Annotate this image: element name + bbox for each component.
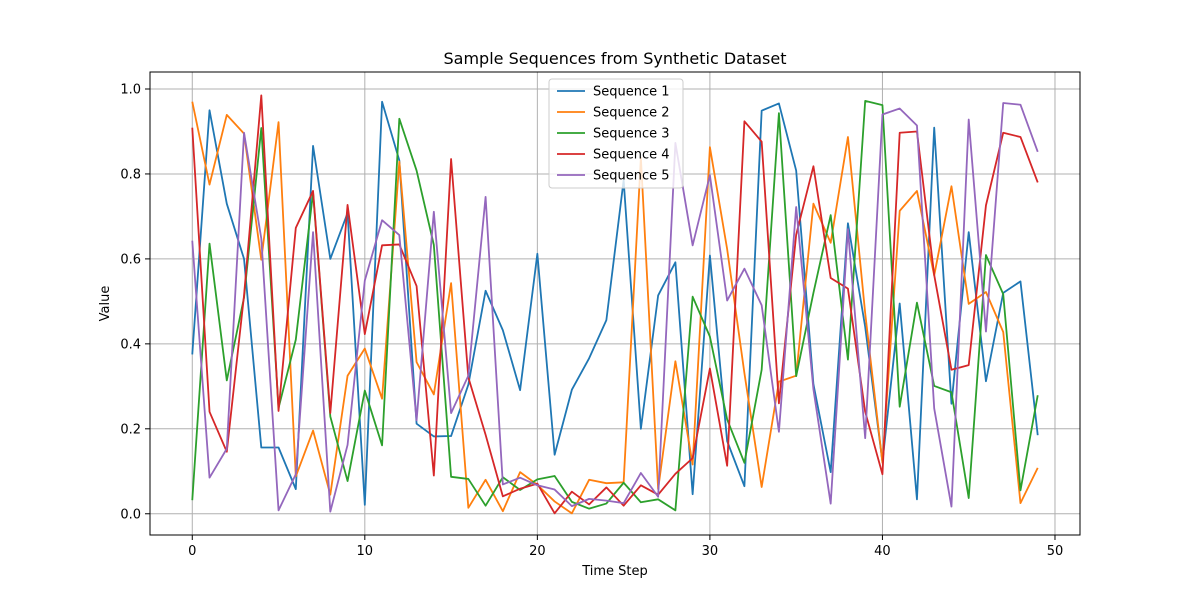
axis-ticks: 0 10 20 30 40 50 0.0 0.2 0.4 0.6 0.8 1.0: [120, 82, 1063, 559]
legend-label-1: Sequence 1: [593, 85, 670, 100]
legend-box: [548, 78, 684, 189]
y-tick-label: 0.8: [120, 167, 141, 182]
legend-label-2: Sequence 2: [593, 106, 670, 121]
y-tick-label: 0.0: [120, 507, 141, 522]
legend: Sequence 1 Sequence 2 Sequence 3 Sequence 4…: [548, 78, 684, 189]
y-tick-label: 0.6: [120, 252, 141, 267]
legend-label-3: Sequence 3: [593, 127, 670, 142]
plot-frame: [149, 71, 1081, 536]
x-tick-label: 30: [702, 544, 719, 559]
series-line-1: [191, 100, 1039, 506]
series-line-3: [191, 99, 1039, 512]
series-line-4: [191, 94, 1039, 515]
x-tick-label: 20: [529, 544, 546, 559]
y-tick-label: 1.0: [120, 82, 141, 97]
legend-label-5: Sequence 5: [593, 169, 670, 184]
series-line-2: [191, 101, 1039, 515]
y-axis-label: Value: [98, 286, 113, 322]
x-tick-label: 10: [357, 544, 374, 559]
series-line-5: [191, 102, 1039, 513]
y-tick-label: 0.2: [120, 422, 141, 437]
x-tick-label: 0: [188, 544, 196, 559]
chart-title: Sample Sequences from Synthetic Dataset: [443, 49, 786, 68]
x-tick-label: 40: [874, 544, 891, 559]
series-lines: [191, 94, 1039, 515]
x-tick-label: 50: [1047, 544, 1064, 559]
y-tick-label: 0.4: [120, 337, 141, 352]
x-axis-label: Time Step: [581, 564, 648, 579]
legend-label-4: Sequence 4: [593, 148, 670, 163]
